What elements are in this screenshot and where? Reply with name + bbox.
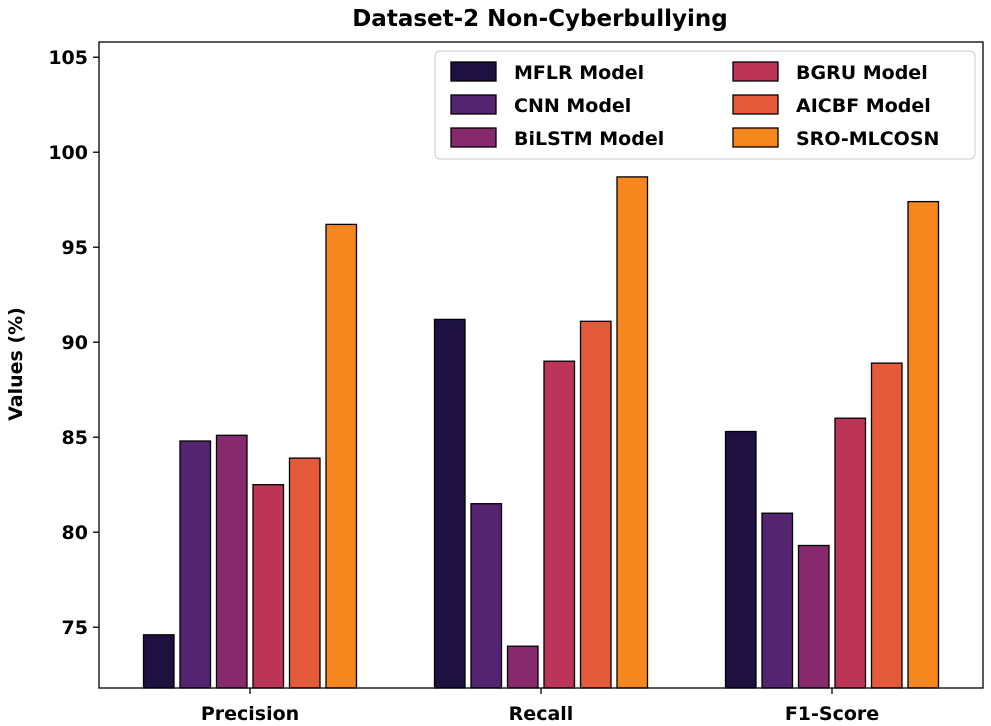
y-tick-label: 100 <box>48 142 88 164</box>
bars-layer <box>142 176 940 689</box>
y-tick-label: 90 <box>62 332 88 354</box>
bar-sro-mlcosn-recall <box>616 176 649 689</box>
y-tick-label: 105 <box>48 47 88 69</box>
x-tick-label: Precision <box>201 703 299 725</box>
legend-label-aicbf-model: AICBF Model <box>796 95 931 117</box>
legend-box <box>434 50 976 160</box>
legend-swatch-cnn-model <box>450 94 497 115</box>
bar-bilstm-model-recall <box>506 645 539 689</box>
legend: MFLR Model CNN Model BiLSTM Model BGRU Mode… <box>434 50 976 160</box>
y-axis-label: Values (%) <box>5 307 27 421</box>
y-tick-label: 80 <box>62 522 88 544</box>
bar-bgru-model-recall <box>543 360 576 689</box>
bar-cnn-model-precision <box>179 440 212 689</box>
legend-label-sro-mlcosn: SRO-MLCOSN <box>796 128 939 150</box>
legend-swatch-bilstm-model <box>450 127 497 148</box>
bar-aicbf-model-f1-score <box>870 362 903 689</box>
legend-label-mflr-model: MFLR Model <box>514 62 644 84</box>
bar-mflr-model-recall <box>433 318 466 689</box>
y-tick-label: 75 <box>62 617 88 639</box>
x-tick-label: Recall <box>509 703 574 725</box>
plot-frame <box>98 41 984 689</box>
chart-title: Dataset-2 Non-Cyberbullying <box>352 6 728 32</box>
legend-swatch-aicbf-model <box>732 94 779 115</box>
y-tick-label: 85 <box>62 427 88 449</box>
bar-cnn-model-recall <box>470 503 503 689</box>
bar-sro-mlcosn-precision <box>325 223 358 689</box>
bar-bilstm-model-precision <box>215 434 248 689</box>
legend-label-bilstm-model: BiLSTM Model <box>514 128 664 150</box>
legend-label-cnn-model: CNN Model <box>514 95 631 117</box>
x-tick-label: F1-Score <box>785 703 879 725</box>
bar-bilstm-model-f1-score <box>797 544 830 689</box>
bar-sro-mlcosn-f1-score <box>907 200 940 689</box>
legend-swatch-sro-mlcosn <box>732 127 779 148</box>
bar-bgru-model-precision <box>252 484 285 689</box>
legend-swatch-mflr-model <box>450 61 497 82</box>
bar-aicbf-model-recall <box>579 320 612 689</box>
y-tick-label: 95 <box>62 237 88 259</box>
legend-label-bgru-model: BGRU Model <box>796 62 928 84</box>
ticks-layer: 75 80 85 90 95 100 105 Precision Recall F1-Score <box>48 47 879 725</box>
bar-bgru-model-f1-score <box>834 417 867 689</box>
legend-swatch-bgru-model <box>732 61 779 82</box>
bar-mflr-model-f1-score <box>724 430 757 689</box>
bar-aicbf-model-precision <box>288 457 321 689</box>
bar-cnn-model-f1-score <box>761 512 794 689</box>
bar-mflr-model-precision <box>142 634 175 689</box>
